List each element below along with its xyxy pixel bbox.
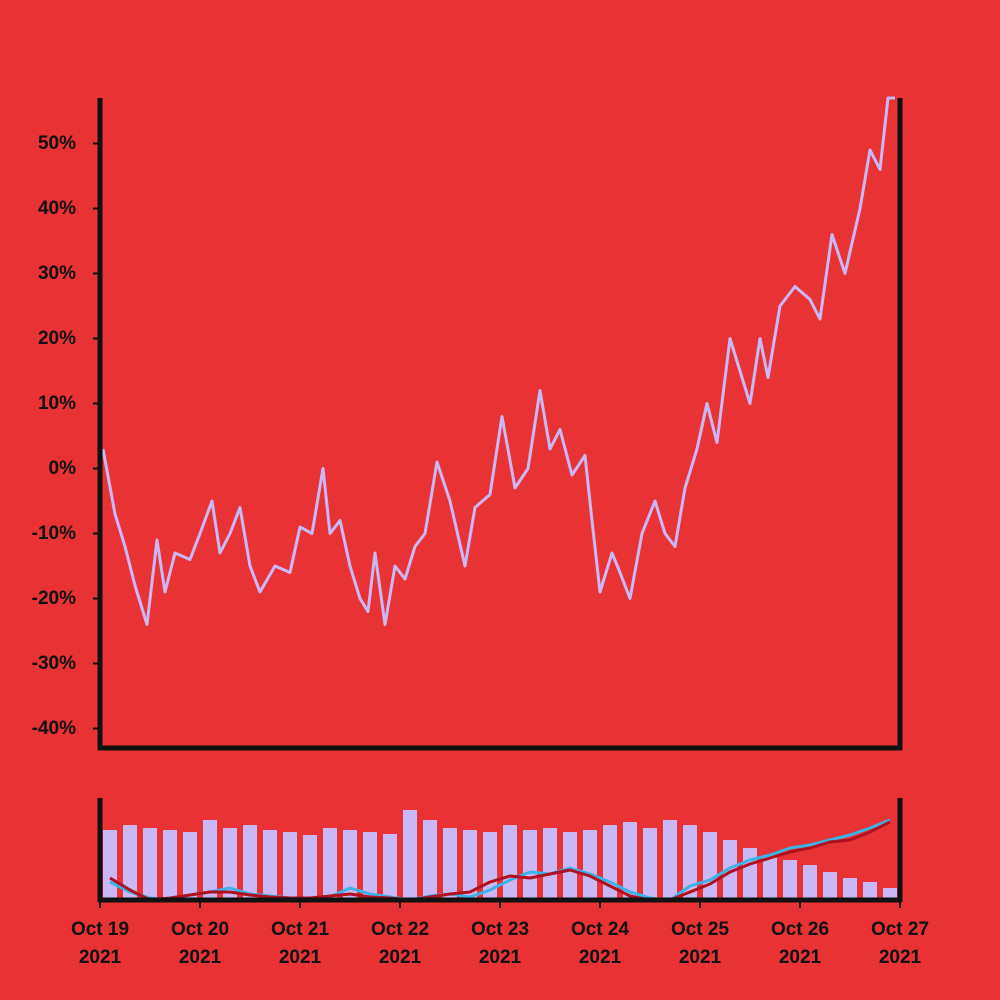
bar — [203, 820, 217, 900]
bar — [863, 882, 877, 900]
bar — [843, 878, 857, 900]
x-tick-label: Oct 27 2021 — [870, 919, 930, 968]
y-tick-label: 40% — [37, 197, 76, 219]
x-tick-label: Oct 19 2021 — [70, 919, 130, 968]
bar — [323, 828, 337, 900]
bar — [543, 828, 557, 900]
bar — [763, 855, 777, 900]
y-tick-label: -30% — [31, 652, 76, 674]
bar — [403, 810, 417, 900]
line — [109, 818, 891, 902]
bar — [823, 872, 837, 900]
line — [101, 96, 895, 626]
bar — [383, 834, 397, 900]
bar — [723, 840, 737, 900]
bar — [663, 820, 677, 900]
bar — [643, 828, 657, 900]
x-tick-label: Oct 23 2021 — [470, 919, 530, 968]
bar — [463, 830, 477, 900]
x-tick-label: Oct 25 2021 — [670, 919, 730, 968]
y-tick-label: 10% — [37, 392, 76, 414]
bar — [703, 832, 717, 900]
bar — [883, 888, 897, 900]
bar — [163, 830, 177, 900]
line — [109, 820, 891, 902]
bar — [103, 830, 117, 900]
bar — [343, 830, 357, 900]
bar — [303, 835, 317, 900]
bar — [143, 828, 157, 900]
x-tick-label: Oct 21 2021 — [270, 919, 330, 968]
bar — [183, 832, 197, 900]
y-tick-label: -20% — [31, 587, 76, 609]
bar — [283, 832, 297, 900]
bar — [243, 825, 257, 900]
x-tick-label: Oct 20 2021 — [170, 919, 230, 968]
bar — [523, 830, 537, 900]
bar — [443, 828, 457, 900]
x-tick-label: Oct 26 2021 — [770, 919, 830, 968]
x-tick-label: Oct 24 2021 — [570, 919, 630, 968]
bar — [623, 822, 637, 900]
bar — [803, 865, 817, 900]
bar — [263, 830, 277, 900]
bar — [783, 860, 797, 900]
y-tick-label: -40% — [31, 717, 76, 739]
y-tick-label: 50% — [37, 132, 76, 154]
y-tick-label: 0% — [48, 457, 76, 479]
x-tick-label: Oct 22 2021 — [370, 919, 430, 968]
bar — [503, 825, 517, 900]
bar — [223, 828, 237, 900]
bar — [363, 832, 377, 900]
bar — [423, 820, 437, 900]
bar — [583, 830, 597, 900]
y-tick-label: 20% — [37, 327, 76, 349]
y-tick-label: -10% — [31, 522, 76, 544]
bar — [563, 832, 577, 900]
bar — [743, 848, 757, 900]
bar — [683, 825, 697, 900]
y-tick-label: 30% — [37, 262, 76, 284]
bar — [123, 825, 137, 900]
axes — [97, 98, 903, 903]
